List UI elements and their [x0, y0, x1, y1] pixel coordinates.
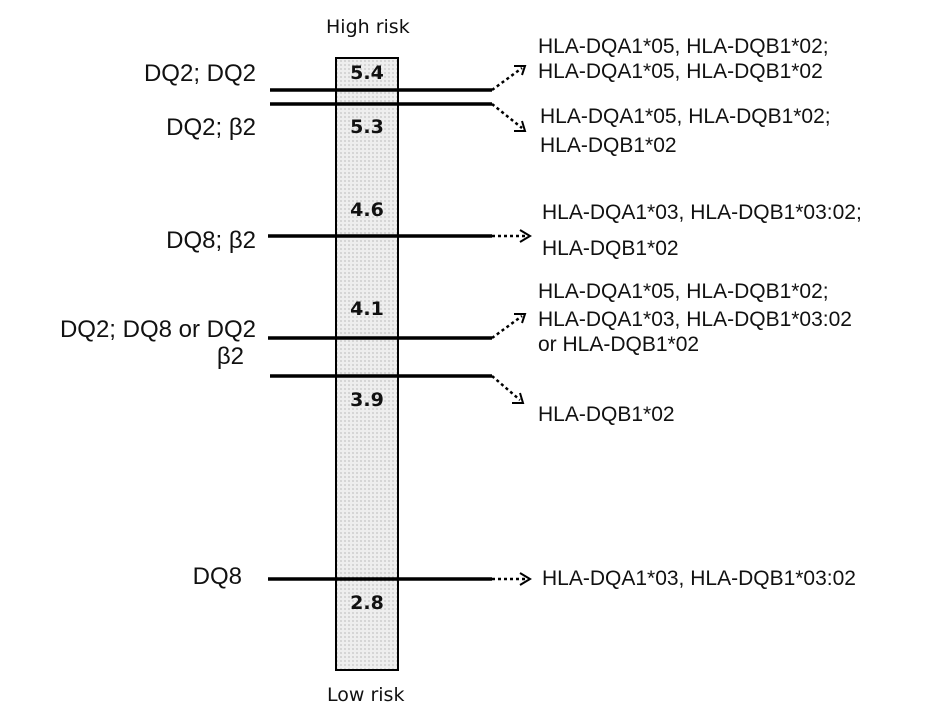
haplotype-label-dq2-b2: DQ2; β2 [166, 114, 256, 141]
genotype-line: HLA-DQA1*05, HLA-DQB1*02 [538, 60, 823, 83]
arrow-dq8-b2 [492, 229, 532, 243]
genotype-line: HLA-DQA1*05, HLA-DQB1*02; [540, 105, 831, 128]
haplotype-label-dq2-dq8-or-dq2: DQ2; DQ8 or DQ2 [59, 316, 256, 343]
genotype-line: HLA-DQB1*02 [538, 403, 675, 426]
genotype-line: HLA-DQA1*05, HLA-DQB1*02; [538, 280, 829, 303]
risk-score-4-6: 4.6 [350, 199, 384, 221]
genotype-line: HLA-DQA1*03, HLA-DQB1*03:02; [542, 201, 862, 224]
high-risk-label: High risk [326, 16, 410, 38]
genotype-line: HLA-DQB1*02 [540, 134, 677, 157]
genotype-text-dq2-dq8-or-dq2: HLA-DQA1*05, HLA-DQB1*02; HLA-DQA1*03, H… [538, 279, 852, 357]
risk-score-5-3: 5.3 [350, 116, 384, 138]
genotype-line: HLA-DQB1*02 [542, 237, 679, 260]
haplotype-label-dq2-dq2: DQ2; DQ2 [143, 60, 256, 87]
genotype-text-dq8: HLA-DQA1*03, HLA-DQB1*03:02 [542, 566, 856, 591]
risk-scale-bar [335, 57, 399, 671]
haplotype-label-dq8: DQ8 [192, 563, 242, 590]
risk-score-3-9: 3.9 [350, 389, 384, 411]
risk-score-2-8: 2.8 [350, 592, 384, 614]
genotype-text-dq8-b2: HLA-DQA1*03, HLA-DQB1*03:02; HLA-DQB1*02 [542, 200, 862, 261]
haplotype-label-dq8-b2: DQ8; β2 [166, 227, 256, 254]
haplotype-label-b2: β2 [216, 343, 244, 370]
genotype-text-dq2-dq2: HLA-DQA1*05, HLA-DQB1*02; HLA-DQA1*05, H… [538, 34, 829, 84]
risk-score-5-4: 5.4 [350, 62, 384, 84]
low-risk-label: Low risk [327, 684, 405, 706]
genotype-line: or HLA-DQB1*02 [538, 333, 700, 356]
arrow-b2 [491, 375, 525, 404]
arrow-dq2-dq8-or-dq2 [491, 313, 527, 340]
genotype-text-b2: HLA-DQB1*02 [538, 402, 675, 427]
genotype-line: HLA-DQA1*05, HLA-DQB1*02; [538, 35, 829, 58]
genotype-line: HLA-DQA1*03, HLA-DQB1*03:02 [542, 567, 856, 590]
arrow-dq2-dq2 [491, 65, 527, 92]
risk-score-4-1: 4.1 [350, 298, 384, 320]
genotype-text-dq2-b2: HLA-DQA1*05, HLA-DQB1*02; HLA-DQB1*02 [540, 104, 831, 158]
arrow-dq2-b2 [491, 103, 527, 132]
genotype-line: HLA-DQA1*03, HLA-DQB1*03:02 [538, 308, 852, 331]
arrow-dq8 [492, 572, 532, 586]
